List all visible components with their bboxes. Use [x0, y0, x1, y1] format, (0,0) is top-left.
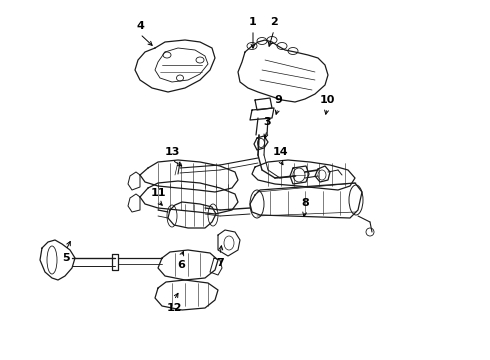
Text: 13: 13 — [164, 147, 180, 157]
Text: 6: 6 — [177, 260, 185, 270]
Text: 7: 7 — [216, 258, 224, 268]
Text: 12: 12 — [166, 303, 182, 313]
Text: 11: 11 — [150, 188, 166, 198]
Text: 9: 9 — [274, 95, 282, 105]
Text: 2: 2 — [270, 17, 278, 27]
Text: 1: 1 — [249, 17, 257, 27]
Text: 10: 10 — [319, 95, 335, 105]
Text: 8: 8 — [301, 198, 309, 208]
Text: 3: 3 — [263, 117, 271, 127]
Text: 4: 4 — [136, 21, 144, 31]
Text: 5: 5 — [62, 253, 70, 263]
Text: 14: 14 — [272, 147, 288, 157]
